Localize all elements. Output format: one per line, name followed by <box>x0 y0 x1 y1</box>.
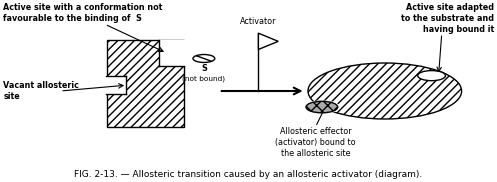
Text: Active site adapted
to the substrate and
having bound it: Active site adapted to the substrate and… <box>401 3 494 34</box>
Polygon shape <box>258 33 278 50</box>
Bar <box>106 76 126 94</box>
Text: Vacant allosteric
site: Vacant allosteric site <box>3 81 79 101</box>
Text: (not bound): (not bound) <box>182 75 226 82</box>
Text: Active site with a conformation not
favourable to the binding of  S: Active site with a conformation not favo… <box>3 3 163 23</box>
Circle shape <box>417 71 445 81</box>
Bar <box>160 39 186 66</box>
Circle shape <box>308 63 462 119</box>
Text: Activator: Activator <box>240 17 277 26</box>
Circle shape <box>304 100 340 114</box>
Circle shape <box>193 55 215 62</box>
Text: Allosteric effector
(activator) bound to
the allosteric site: Allosteric effector (activator) bound to… <box>275 127 356 158</box>
Bar <box>107 40 184 127</box>
Text: S: S <box>201 64 207 73</box>
Text: FIG. 2-13. — Allosteric transition caused by an allosteric activator (diagram).: FIG. 2-13. — Allosteric transition cause… <box>75 171 422 179</box>
Circle shape <box>306 101 338 113</box>
